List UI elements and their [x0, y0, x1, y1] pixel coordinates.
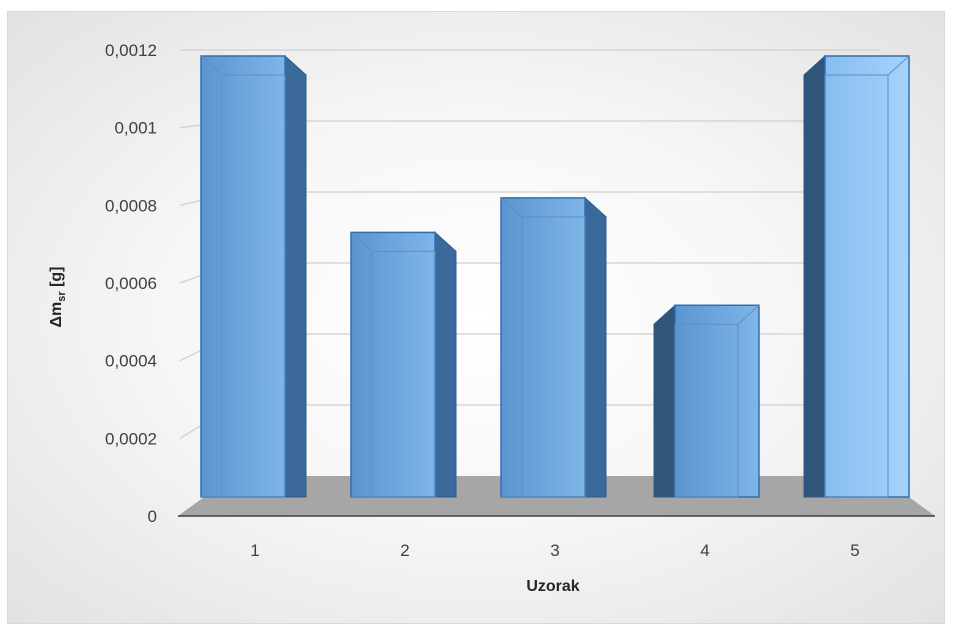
y-tick-labels: 0 0,0002 0,0004 0,0006 0,0008 0,001 0,0012	[105, 41, 157, 526]
bar	[653, 304, 760, 498]
bar-front	[824, 55, 910, 498]
y-tick-label: 0,0012	[105, 41, 157, 60]
y-tick-label: 0,0008	[105, 196, 157, 215]
y-axis-title-base: Δm	[48, 302, 65, 328]
bar	[500, 196, 607, 498]
y-tick-label: 0	[148, 507, 157, 526]
bar-front	[350, 231, 436, 498]
bar-front	[500, 197, 586, 498]
bar-inner-edge	[521, 216, 586, 498]
bar-side	[653, 304, 676, 498]
x-tick-label: 3	[550, 541, 559, 560]
x-tick-label: 4	[700, 541, 709, 560]
bar-inner-edge	[221, 74, 286, 498]
bar-inner-edge	[887, 55, 910, 76]
bar-front	[674, 304, 760, 498]
bar-side	[584, 196, 607, 498]
y-axis-title: Δmsr [g]	[48, 266, 68, 327]
x-axis-title: Uzorak	[526, 578, 579, 595]
bar-inner-edge	[371, 250, 436, 498]
bar	[350, 231, 457, 498]
bar	[200, 54, 307, 498]
bar-inner-edge	[200, 55, 223, 76]
bars	[200, 54, 910, 498]
bar-side	[284, 54, 307, 498]
x-tick-label: 1	[250, 541, 259, 560]
chart-area	[7, 11, 945, 624]
y-axis-title-sub: sr	[56, 291, 68, 302]
bar-front	[200, 55, 286, 498]
x-tick-labels: 1 2 3 4 5	[250, 541, 859, 560]
bar-inner-edge	[350, 232, 373, 252]
y-tick-label: 0,001	[114, 119, 157, 138]
bar-side	[803, 54, 826, 498]
y-axis-title-unit: [g]	[48, 266, 65, 291]
y-tick-label: 0,0004	[105, 352, 157, 371]
bar	[803, 54, 910, 498]
bar-inner-edge	[737, 304, 760, 325]
y-tick-label: 0,0006	[105, 274, 157, 293]
bar-inner-edge	[500, 197, 523, 218]
x-tick-label: 5	[850, 541, 859, 560]
bar-inner-edge	[824, 74, 889, 498]
bar-side	[434, 231, 457, 498]
bar-inner-edge	[674, 323, 739, 498]
y-tick-label: 0,0002	[105, 429, 157, 448]
x-tick-label: 2	[400, 541, 409, 560]
